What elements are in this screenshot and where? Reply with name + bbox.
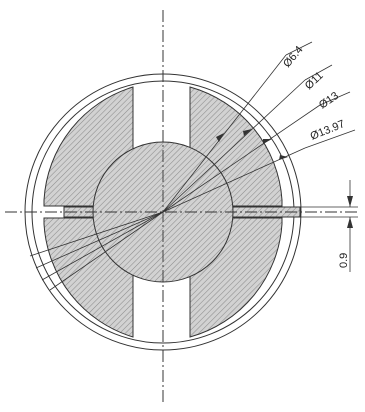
slot-width-arrows: [347, 196, 353, 228]
label-slot-width: 0.9: [338, 253, 350, 268]
arrow-d13: [263, 139, 272, 144]
leader-tail-d13: [319, 91, 351, 106]
label-d64: Ø6.4: [281, 44, 306, 70]
leader-d64-ext: [49, 211, 164, 291]
label-d1397: Ø13.97: [309, 118, 347, 143]
leader-d11-ext: [41, 211, 164, 281]
leader-d13-ext: [35, 211, 164, 269]
leader-arrows: [216, 129, 288, 160]
arrow-slot-top: [347, 196, 353, 207]
hatched-ring: [43, 86, 283, 338]
label-d13: Ø13: [317, 90, 341, 112]
arrow-d64: [216, 133, 224, 142]
leader-d13: [162, 104, 321, 213]
leader-d11: [162, 79, 306, 213]
leader-tail-d64: [285, 41, 313, 56]
leader-tail-d1397: [304, 129, 356, 149]
arrow-d11: [243, 129, 252, 136]
leader-tail-d11: [304, 64, 333, 81]
leader-d64: [162, 54, 287, 213]
leader-d1397-ext: [29, 211, 164, 257]
arrow-slot-bottom: [347, 217, 353, 228]
arrow-d1397: [279, 155, 288, 160]
label-d11: Ø11: [303, 70, 326, 92]
